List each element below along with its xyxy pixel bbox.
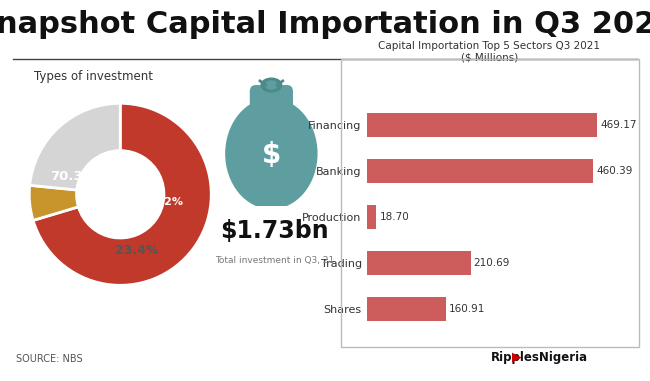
Bar [367,113,597,137]
Wedge shape [33,103,211,285]
Circle shape [226,99,317,208]
Ellipse shape [261,78,281,92]
Text: Capital Importation Top 5 Sectors Q3 2021: Capital Importation Top 5 Sectors Q3 202… [378,42,601,51]
Text: ▶: ▶ [512,351,521,364]
Wedge shape [29,185,79,221]
Wedge shape [30,103,120,190]
Bar [367,159,593,183]
Text: SOURCE: NBS: SOURCE: NBS [16,354,83,364]
Text: 18.70: 18.70 [380,212,409,222]
Bar [367,297,446,321]
Ellipse shape [266,81,277,89]
Text: Types of investment: Types of investment [34,69,153,83]
Text: 210.69: 210.69 [474,258,510,268]
FancyBboxPatch shape [250,85,293,115]
Text: $: $ [262,141,281,169]
Text: 460.39: 460.39 [596,166,632,176]
Text: Total investment in Q3, 21: Total investment in Q3, 21 [214,256,334,266]
Text: ($ Millions): ($ Millions) [461,53,518,63]
Text: Snapshot Capital Importation in Q3 2021: Snapshot Capital Importation in Q3 2021 [0,10,650,38]
Bar [367,205,376,229]
Text: 70.3%: 70.3% [50,170,96,182]
Text: 6.2%: 6.2% [152,197,183,207]
Text: 160.91: 160.91 [449,304,486,314]
Text: RipplesNigeria: RipplesNigeria [491,351,588,364]
Text: 469.17: 469.17 [601,120,637,130]
Bar [367,251,471,275]
Text: $1.73bn: $1.73bn [220,219,329,242]
Text: 23.4%: 23.4% [115,244,159,257]
